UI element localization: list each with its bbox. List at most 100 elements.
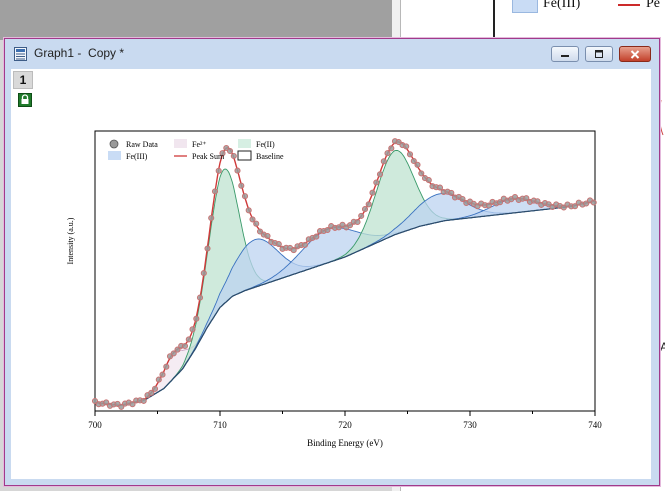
raw-data-point [204, 245, 211, 252]
legend-label: Fe(III) [126, 152, 148, 161]
raw-data-point [361, 206, 369, 213]
raw-data-point [523, 195, 530, 202]
legend-label: Baseline [256, 152, 284, 161]
minimize-icon [561, 55, 569, 57]
graph-window-icon [14, 47, 27, 61]
raw-data-point [181, 342, 189, 350]
raw-data-point [264, 232, 271, 240]
x-tick-label: 740 [588, 420, 602, 430]
raw-data-point [369, 189, 376, 196]
legend-label: Raw Data [126, 140, 158, 149]
raw-data-point [193, 315, 200, 322]
raw-data-point [373, 179, 380, 186]
raw-data-point [155, 376, 162, 383]
x-tick-label: 720 [338, 420, 352, 430]
raw-data-point [365, 201, 372, 208]
y-axis-label: Intensity (a.u.) [66, 217, 75, 264]
raw-data-point [436, 184, 444, 191]
raw-data-point [249, 216, 256, 223]
close-icon [630, 50, 640, 59]
legend-label: Peak Sum [192, 152, 225, 161]
raw-data-point [238, 182, 245, 189]
raw-data-point [414, 161, 421, 168]
raw-data-point [406, 151, 414, 158]
legend-swatch [109, 139, 119, 149]
raw-data-point [140, 397, 147, 404]
legend-swatch [174, 139, 187, 148]
x-axis-label: Binding Energy (eV) [307, 438, 383, 448]
raw-data-point [388, 145, 395, 152]
raw-data-point [410, 157, 417, 165]
raw-data-point [459, 195, 466, 203]
raw-data-point [208, 214, 215, 222]
baseline-curve [94, 200, 596, 407]
raw-data-point [301, 241, 309, 248]
raw-data-point [253, 220, 260, 227]
raw-data-point [174, 346, 181, 353]
raw-data-point [256, 228, 264, 235]
raw-data-point [159, 371, 166, 378]
raw-data-point [354, 218, 361, 226]
raw-data-point [346, 222, 354, 229]
raw-data-point [403, 143, 410, 150]
legend-swatch [108, 151, 121, 160]
raw-data-point [358, 212, 365, 219]
raw-data-point [583, 200, 590, 207]
minimize-button[interactable] [551, 46, 579, 62]
raw-data-point [219, 150, 226, 157]
legend-swatch [237, 150, 252, 161]
raw-data-point [324, 226, 331, 234]
legend-label: Fe(II) [256, 140, 275, 149]
x-tick-label: 700 [88, 420, 102, 430]
raw-data-point [211, 188, 219, 195]
maximize-button[interactable] [585, 46, 613, 62]
graph-page[interactable]: 1 700 710 720 730 740 Binding Energy (eV) Inte… [11, 69, 651, 479]
x-tick-label: 730 [463, 420, 477, 430]
raw-data-point [226, 147, 234, 155]
raw-data-point [241, 193, 249, 200]
raw-data-point [245, 207, 252, 214]
raw-data-point [275, 241, 282, 248]
legend-label: Fe²⁺ [192, 140, 207, 149]
raw-data-point [196, 294, 204, 301]
raw-data-point [91, 397, 99, 405]
raw-data-point [448, 189, 455, 196]
raw-data-point [496, 199, 504, 206]
raw-data-point [215, 167, 222, 174]
xps-chart: 700 710 720 730 740 Binding Energy (eV) Intens… [66, 130, 602, 448]
raw-data-point [151, 385, 159, 392]
window-titlebar[interactable]: Graph1 - Copy * [5, 39, 659, 69]
background-legend-line [618, 4, 640, 6]
raw-data-point [129, 401, 136, 408]
raw-data-point [485, 202, 492, 209]
background-partial-text: A [660, 340, 665, 354]
raw-data-point [163, 363, 170, 370]
raw-data-point [200, 270, 207, 277]
raw-data-point [313, 233, 320, 240]
raw-data-point [384, 150, 391, 157]
raw-data-point [103, 399, 110, 406]
app-background [0, 0, 392, 40]
background-legend-label-2: Pe [646, 0, 660, 11]
background-legend-label: Fe(III) [543, 0, 581, 11]
raw-data-point [185, 336, 192, 343]
raw-data-point [590, 199, 597, 206]
raw-data-point [290, 247, 297, 254]
window-title: Graph1 - Copy * [34, 46, 125, 60]
graph-window[interactable]: Graph1 - Copy * 1 700 710 720 730 740 Binding… [4, 38, 660, 486]
raw-data-point [534, 198, 541, 205]
layer-tab[interactable]: 1 [13, 71, 33, 89]
raw-data-point [571, 203, 579, 210]
raw-data-point [170, 350, 177, 357]
raw-data-point [234, 167, 241, 174]
close-button[interactable] [619, 46, 651, 62]
raw-data-point [118, 403, 125, 410]
legend-swatch [238, 139, 251, 148]
raw-data-point [425, 177, 432, 184]
lock-icon[interactable] [18, 93, 32, 107]
raw-data-point [380, 158, 387, 165]
background-legend-swatch [512, 0, 538, 13]
x-tick-label: 710 [213, 420, 227, 430]
raw-data-point [148, 389, 155, 396]
raw-data-point [418, 170, 425, 177]
